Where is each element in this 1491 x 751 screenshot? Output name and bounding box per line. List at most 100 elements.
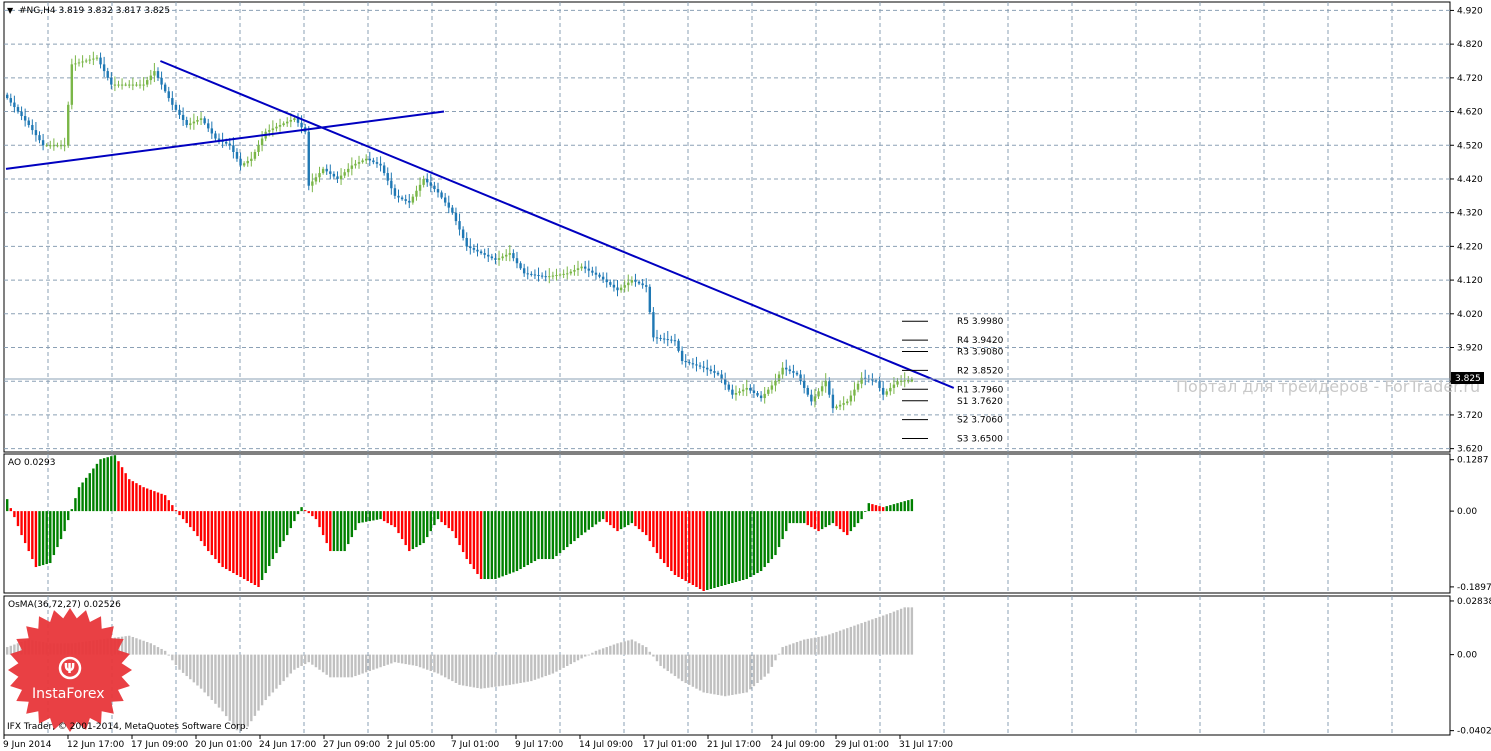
histogram-bar xyxy=(813,637,817,655)
candle-body xyxy=(896,381,899,385)
candle-body xyxy=(404,199,407,201)
histogram-bar xyxy=(41,511,45,566)
chart-dropdown-icon[interactable]: ▼ xyxy=(7,6,14,15)
histogram-bar xyxy=(867,620,870,655)
candle-body xyxy=(350,165,354,169)
histogram-bar xyxy=(189,511,192,528)
histogram-bar xyxy=(749,654,752,690)
histogram-bar xyxy=(296,511,300,515)
histogram-bar xyxy=(795,642,799,655)
histogram-bar xyxy=(74,498,77,512)
histogram-bar xyxy=(278,511,282,548)
histogram-bar xyxy=(142,487,145,512)
candle-body xyxy=(23,116,27,121)
histogram-bar xyxy=(627,640,630,655)
histogram-bar xyxy=(415,654,418,666)
histogram-bar xyxy=(156,492,160,512)
histogram-bar xyxy=(472,511,476,570)
histogram-bar xyxy=(673,654,677,677)
histogram-bar xyxy=(275,511,278,554)
histogram-bar xyxy=(433,654,436,673)
candle-body xyxy=(899,380,903,382)
histogram-bar xyxy=(709,654,713,694)
histogram-bar xyxy=(479,511,483,580)
x-tick-label: 31 Jul 17:00 xyxy=(899,740,953,750)
histogram-bar xyxy=(476,654,479,689)
candle-body xyxy=(734,393,738,395)
y-tick-label: 3.920 xyxy=(1457,344,1483,354)
histogram-bar xyxy=(422,511,425,544)
candle-body xyxy=(67,104,70,146)
candle-body xyxy=(408,200,411,203)
candle-body xyxy=(167,91,170,99)
histogram-bar xyxy=(379,511,382,520)
histogram-bar xyxy=(583,511,587,533)
histogram-bar xyxy=(311,654,314,665)
histogram-bar xyxy=(189,654,192,680)
histogram-bar xyxy=(896,503,899,512)
osma-label: OsMA(36,72,27) 0.02526 xyxy=(8,600,121,610)
candle-body xyxy=(52,145,56,147)
candle-body xyxy=(759,395,763,399)
histogram-bar xyxy=(260,511,264,581)
histogram-bar xyxy=(684,511,687,582)
candle-body xyxy=(20,111,23,117)
histogram-bar xyxy=(881,615,885,655)
trendlines[interactable] xyxy=(5,60,955,389)
histogram-bar xyxy=(899,502,903,512)
histogram-bar xyxy=(257,511,260,588)
candle-body xyxy=(569,271,573,274)
histogram-bar xyxy=(49,511,52,564)
histogram-bar xyxy=(181,654,185,673)
histogram-bar xyxy=(318,511,321,528)
histogram-bar xyxy=(253,654,257,716)
histogram-bar xyxy=(217,654,221,708)
histogram-bar xyxy=(817,511,820,532)
histogram-bar xyxy=(246,511,249,582)
candle-body xyxy=(709,369,713,372)
histogram-bar xyxy=(752,654,756,687)
candle-body xyxy=(433,185,436,190)
histogram-bar xyxy=(408,511,411,552)
candle-body xyxy=(436,189,440,193)
histogram-bar xyxy=(680,654,684,682)
candle-body xyxy=(530,273,533,275)
histogram-bar xyxy=(268,654,271,697)
histogram-bar xyxy=(648,651,652,655)
histogram-bar xyxy=(192,654,196,683)
histogram-bar xyxy=(418,511,422,546)
histogram-bar xyxy=(239,654,242,730)
histogram-bar xyxy=(824,511,827,528)
candle-body xyxy=(343,172,346,176)
histogram-bar xyxy=(662,511,666,564)
histogram-bar xyxy=(540,654,544,678)
histogram-bar xyxy=(831,511,835,524)
histogram-bar xyxy=(720,654,723,696)
candle-body xyxy=(260,138,264,146)
candle-body xyxy=(627,282,630,286)
histogram-bar xyxy=(698,511,702,590)
histogram-bar xyxy=(630,639,634,655)
histogram-bar xyxy=(400,654,404,664)
candle-body xyxy=(490,256,494,259)
histogram-bar xyxy=(451,654,454,682)
candle-body xyxy=(810,394,813,402)
histogram-bar xyxy=(738,511,741,582)
histogram-bar xyxy=(476,511,479,575)
candle-body xyxy=(566,273,569,275)
candle-body xyxy=(619,287,623,291)
candle-body xyxy=(526,273,529,275)
candle-body xyxy=(515,258,519,264)
histogram-bar xyxy=(899,608,903,655)
histogram-bar xyxy=(379,654,382,668)
candle-body xyxy=(146,80,149,85)
histogram-bar xyxy=(95,463,99,512)
histogram-bar xyxy=(788,644,792,655)
candle-body xyxy=(49,145,52,147)
time-axis[interactable]: 9 Jun 2014 12 Jun 17:00 17 Jun 09:00 20 Jun… xyxy=(3,735,953,750)
histogram-bar xyxy=(6,647,9,655)
candle-body xyxy=(576,268,580,270)
histogram-bar xyxy=(354,511,357,531)
histogram-bar xyxy=(325,511,328,544)
